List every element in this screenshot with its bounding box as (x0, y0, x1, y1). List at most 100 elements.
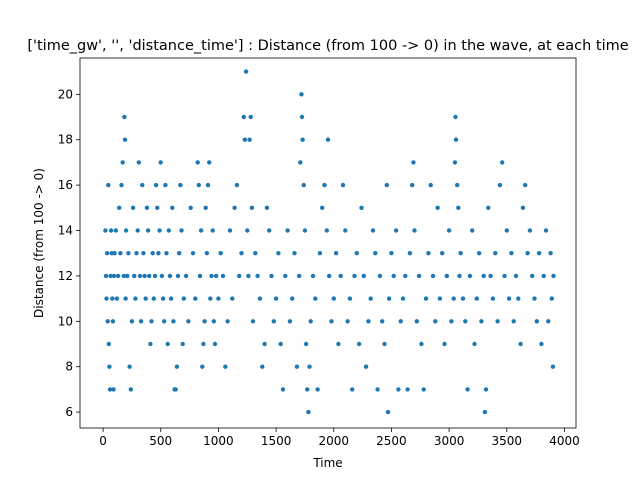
data-point (103, 228, 108, 233)
data-point (313, 296, 318, 301)
data-point (527, 228, 533, 233)
data-point (105, 319, 110, 324)
data-point (306, 409, 311, 415)
data-point (380, 319, 385, 324)
data-point (104, 296, 109, 301)
data-point (423, 296, 429, 301)
data-point (493, 251, 498, 256)
data-point (523, 182, 528, 188)
data-point (108, 273, 113, 279)
data-point (225, 319, 230, 324)
data-point (243, 69, 249, 74)
data-point (320, 205, 325, 210)
data-point (301, 182, 306, 188)
data-point (159, 273, 165, 279)
data-point (474, 296, 479, 301)
data-point (141, 251, 146, 256)
data-point (160, 296, 166, 301)
data-point (530, 273, 535, 279)
data-point (389, 251, 394, 256)
data-point (249, 205, 255, 210)
data-point (300, 137, 305, 142)
data-point (156, 251, 161, 256)
data-point (137, 273, 143, 279)
data-point (303, 341, 309, 347)
data-point (177, 251, 182, 256)
data-point (123, 296, 128, 301)
data-point (426, 251, 431, 256)
data-point (190, 251, 196, 256)
data-point (400, 296, 406, 301)
data-point (117, 205, 122, 210)
data-point (164, 251, 169, 256)
data-point (119, 182, 124, 188)
data-point (391, 273, 396, 279)
data-point (245, 228, 250, 233)
data-point (356, 341, 362, 347)
data-point (165, 341, 170, 347)
data-point (118, 251, 123, 256)
data-point (411, 160, 416, 165)
data-point (110, 296, 115, 301)
data-point (220, 273, 226, 279)
data-point (125, 273, 130, 279)
data-point (325, 137, 331, 142)
data-point (396, 387, 401, 392)
data-point (488, 273, 493, 279)
points-layer (103, 69, 556, 415)
data-point (483, 387, 489, 392)
data-point (377, 273, 383, 279)
data-point (550, 364, 556, 369)
data-point (188, 205, 193, 210)
data-point (248, 114, 253, 120)
data-point (536, 251, 542, 256)
data-point (234, 182, 240, 188)
data-point (175, 273, 181, 279)
data-point (546, 319, 551, 324)
data-point (142, 273, 147, 279)
data-point (144, 205, 150, 210)
x-tick-label: 2500 (376, 434, 407, 448)
data-point (237, 273, 242, 279)
data-point (458, 251, 463, 256)
data-point (398, 319, 403, 324)
data-point (456, 205, 461, 210)
data-point (148, 341, 153, 347)
data-point (241, 114, 246, 120)
data-point (264, 205, 270, 210)
data-point (534, 319, 539, 324)
data-point (162, 319, 167, 324)
data-point (482, 409, 488, 415)
data-point (322, 182, 327, 188)
data-point (166, 228, 171, 233)
data-point (338, 273, 343, 279)
data-point (543, 228, 549, 233)
data-point (155, 205, 160, 210)
data-point (532, 296, 537, 301)
data-point (207, 160, 212, 165)
data-point (416, 273, 422, 279)
data-point (502, 273, 507, 279)
data-point (421, 387, 426, 392)
y-tick-label: 10 (58, 314, 73, 328)
data-point (486, 205, 491, 210)
data-point (497, 182, 503, 188)
data-point (115, 273, 121, 279)
data-point (223, 364, 228, 369)
y-tick-label: 14 (58, 224, 73, 238)
data-point (232, 205, 237, 210)
data-point (181, 296, 186, 301)
data-point (247, 137, 252, 142)
x-axis-ticks: 0 500 1000 1500 2000 2500 3000 3500 4000 (99, 428, 580, 448)
data-point (305, 387, 310, 392)
data-point (403, 273, 408, 279)
data-point (111, 273, 117, 279)
data-point (193, 296, 198, 301)
data-point (147, 273, 152, 279)
data-point (140, 182, 145, 188)
data-point (269, 273, 274, 279)
data-point (122, 137, 128, 142)
data-point (435, 205, 440, 210)
